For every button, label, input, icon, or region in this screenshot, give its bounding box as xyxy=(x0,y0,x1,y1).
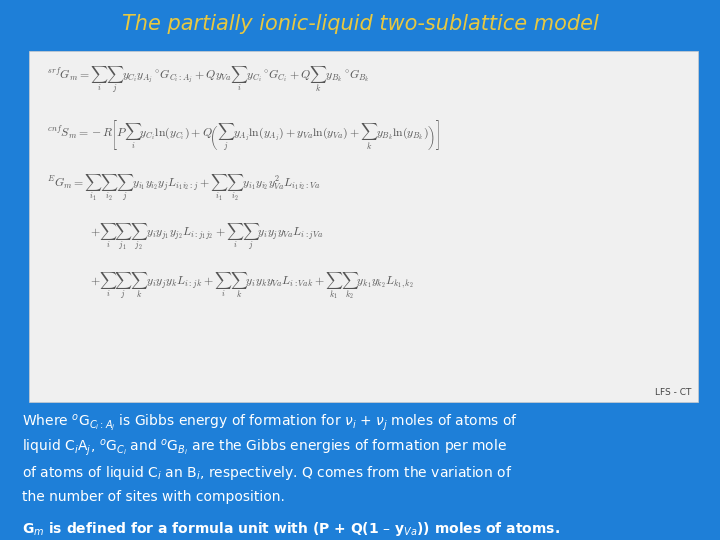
Text: $^{srf}G_m = \sum_i\sum_j y_{C_i}y_{A_j}\,{}^{\circ}G_{C_i:A_j} + Qy_{Va}\sum_i : $^{srf}G_m = \sum_i\sum_j y_{C_i}y_{A_j}… xyxy=(47,65,369,96)
Text: the number of sites with composition.: the number of sites with composition. xyxy=(22,490,284,504)
Text: Where ${}^{o}$G$_{C_i:A_j}$ is Gibbs energy of formation for $\nu_i$ + $\nu_j$ m: Where ${}^{o}$G$_{C_i:A_j}$ is Gibbs ene… xyxy=(22,412,518,433)
Text: $+ \sum_i\sum_{j_1}\sum_{j_2} y_iy_{j_1}y_{j_2}L_{i:j_1j_2} + \sum_i\sum_j y_iy_: $+ \sum_i\sum_{j_1}\sum_{j_2} y_iy_{j_1}… xyxy=(90,221,323,253)
FancyBboxPatch shape xyxy=(29,51,698,402)
Text: G$_m$ is defined for a formula unit with (P + Q(1 – y$_{Va}$)) moles of atoms.: G$_m$ is defined for a formula unit with… xyxy=(22,520,559,538)
Text: LFS - CT: LFS - CT xyxy=(654,388,691,397)
Text: The partially ionic-liquid two-sublattice model: The partially ionic-liquid two-sublattic… xyxy=(122,14,598,33)
Text: of atoms of liquid C$_i$ an B$_i$, respectively. Q comes from the variation of: of atoms of liquid C$_i$ an B$_i$, respe… xyxy=(22,464,512,482)
Text: $^EG_m = \sum_{i_1}\sum_{i_2}\sum_j y_{i_1}y_{i_2}y_j L_{i_1i_2:j} + \sum_{i_1}\: $^EG_m = \sum_{i_1}\sum_{i_2}\sum_j y_{i… xyxy=(47,173,320,204)
Text: liquid C$_i$A$_j$, ${}^{o}$G$_{C_i}$ and ${}^{o}$G$_{B_i}$ are the Gibbs energie: liquid C$_i$A$_j$, ${}^{o}$G$_{C_i}$ and… xyxy=(22,438,507,458)
Text: $+ \sum_i\sum_j\sum_k y_iy_jy_kL_{i:jk} + \sum_i\sum_k y_iy_ky_{Va}L_{i:Vak} + \: $+ \sum_i\sum_j\sum_k y_iy_jy_kL_{i:jk} … xyxy=(90,270,414,301)
Text: $^{cnf}S_m = -R\left[P\sum_i y_{C_i}\ln(y_{C_i}) + Q\!\left(\sum_j y_{A_j}\ln(y_: $^{cnf}S_m = -R\left[P\sum_i y_{C_i}\ln(… xyxy=(47,119,440,154)
